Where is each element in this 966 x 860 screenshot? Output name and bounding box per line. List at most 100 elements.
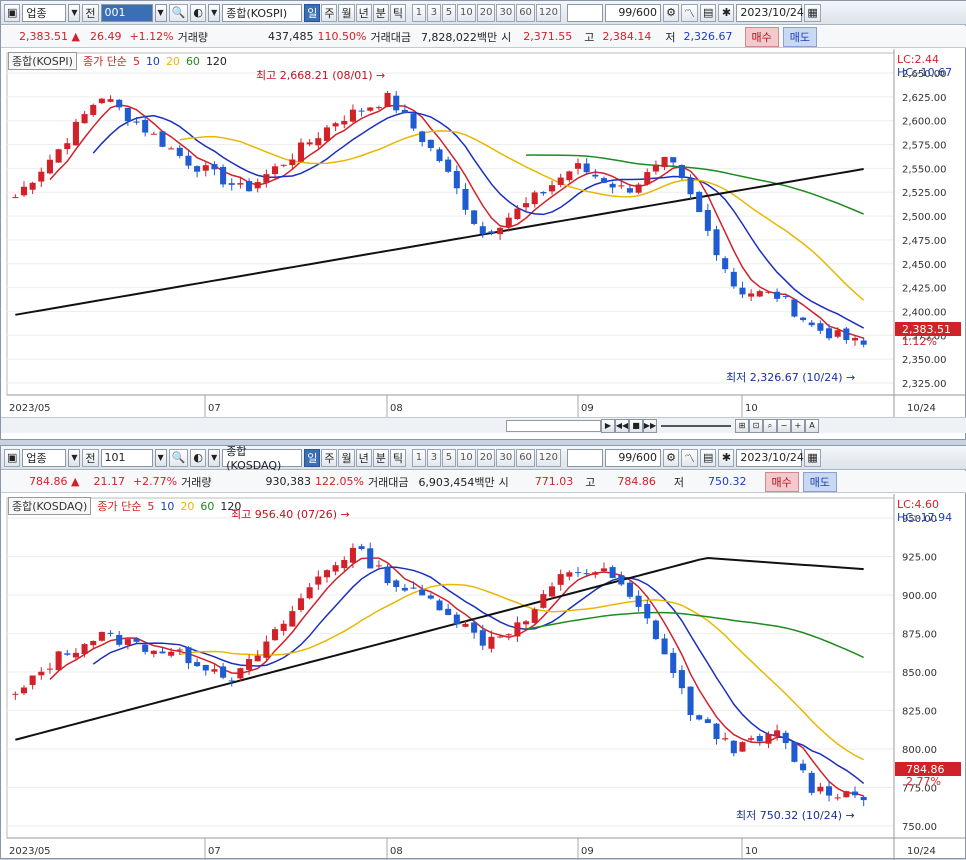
- calendar-icon[interactable]: ▦: [804, 3, 821, 22]
- font-icon[interactable]: A: [805, 418, 819, 433]
- save-icon[interactable]: ▤: [700, 448, 717, 467]
- zoom-slider[interactable]: [661, 424, 731, 427]
- period-tab-4[interactable]: 분: [372, 448, 389, 467]
- period-tab-4[interactable]: 분: [372, 3, 389, 22]
- minute-tab-0[interactable]: 1: [411, 448, 426, 467]
- price-tag-text: 2,383.51: [902, 323, 951, 336]
- minute-tab-1[interactable]: 3: [426, 448, 441, 467]
- period-tab-3[interactable]: 년: [355, 448, 372, 467]
- buy-button[interactable]: 매수: [764, 471, 799, 492]
- chart-type-icon[interactable]: 〽: [681, 448, 699, 467]
- zoom-icon[interactable]: ⌕: [763, 418, 777, 433]
- layout-icon[interactable]: ▣: [4, 448, 21, 467]
- minute-tab-7[interactable]: 120: [535, 448, 562, 467]
- minute-tab-3[interactable]: 10: [456, 448, 476, 467]
- chevron-down-icon[interactable]: ▼: [68, 448, 81, 467]
- minute-tab-7[interactable]: 120: [535, 3, 562, 22]
- search-icon[interactable]: 🔍: [168, 3, 189, 22]
- minute-tab-6[interactable]: 60: [516, 3, 535, 22]
- kospi-scrollbar[interactable]: ▶ ◀◀ ■ ▶▶ ⊞ ⊡ ⌕ − + A: [1, 417, 966, 433]
- jeon-button[interactable]: 전: [82, 3, 99, 22]
- y-tick-label: 2,400.00: [902, 307, 947, 318]
- kospi-candle-chart[interactable]: 2,650.00 2,625.00 2,600.00 2,575.00 2,550.00…: [1, 49, 965, 417]
- buy-button[interactable]: 매수: [744, 26, 779, 47]
- minute-tab-6[interactable]: 60: [516, 448, 535, 467]
- open-label: 시: [498, 475, 509, 489]
- indicator-icon[interactable]: ⚙: [663, 3, 680, 22]
- sound-icon[interactable]: ◐: [190, 3, 207, 22]
- y-tick-label: 775.00: [902, 784, 937, 795]
- layout-icon[interactable]: ▣: [4, 3, 21, 22]
- period-tab-2[interactable]: 월: [338, 448, 355, 467]
- candle-body: [592, 572, 599, 575]
- minute-tab-2[interactable]: 5: [441, 3, 456, 22]
- tool-icon-2[interactable]: ⊡: [749, 418, 763, 433]
- period-tab-1[interactable]: 주: [321, 448, 338, 467]
- extra-select[interactable]: [567, 448, 604, 467]
- candle-body: [583, 163, 590, 173]
- market-type-select[interactable]: 업종: [22, 3, 67, 22]
- ma10-line: [92, 566, 865, 785]
- candle-body: [323, 570, 330, 578]
- period-tab-2[interactable]: 월: [338, 3, 355, 22]
- candle-body: [142, 119, 149, 133]
- search-icon[interactable]: 🔍: [168, 448, 189, 467]
- period-tab-1[interactable]: 주: [321, 3, 338, 22]
- x-tick-label: 09: [581, 846, 594, 857]
- minute-tab-5[interactable]: 30: [496, 448, 516, 467]
- minus-icon[interactable]: −: [777, 418, 791, 433]
- chevron-down-icon[interactable]: ▼: [154, 448, 167, 467]
- save-icon[interactable]: ▤: [700, 3, 717, 22]
- plus-icon[interactable]: +: [791, 418, 805, 433]
- extra-select[interactable]: [567, 3, 604, 22]
- candle-body: [670, 157, 677, 163]
- y-tick-label: 2,450.00: [902, 260, 947, 271]
- chart-type-icon[interactable]: 〽: [681, 3, 699, 22]
- candle-body: [696, 715, 703, 720]
- chevron-down-icon[interactable]: ▼: [208, 3, 221, 22]
- minute-tab-0[interactable]: 1: [411, 3, 426, 22]
- calendar-icon[interactable]: ▦: [804, 448, 821, 467]
- stop-icon[interactable]: ■: [629, 418, 643, 433]
- scroll-track[interactable]: [506, 419, 601, 432]
- kosdaq-candle-chart[interactable]: 950.00 925.00 900.00 875.00 850.00 825.00 800.…: [1, 494, 965, 860]
- date-field[interactable]: 2023/10/24: [736, 3, 804, 22]
- minute-tab-4[interactable]: 20: [476, 3, 496, 22]
- period-tab-0[interactable]: 일: [304, 3, 321, 22]
- rewind-icon[interactable]: ◀◀: [615, 418, 629, 433]
- count-field[interactable]: 99/600: [605, 448, 662, 467]
- code-input[interactable]: 001: [100, 3, 153, 22]
- market-type-select[interactable]: 업종: [22, 448, 67, 467]
- minute-tab-2[interactable]: 5: [441, 448, 456, 467]
- chevron-down-icon[interactable]: ▼: [154, 3, 167, 22]
- code-input[interactable]: 101: [100, 448, 153, 467]
- count-field[interactable]: 99/600: [605, 3, 662, 22]
- minute-tab-3[interactable]: 10: [456, 3, 476, 22]
- chevron-down-icon[interactable]: ▼: [68, 3, 81, 22]
- candle-body: [549, 586, 556, 597]
- forward-icon[interactable]: ▶▶: [643, 418, 657, 433]
- date-field[interactable]: 2023/10/24: [736, 448, 804, 467]
- sell-button[interactable]: 매도: [802, 471, 838, 492]
- period-tab-5[interactable]: 틱: [389, 3, 406, 22]
- jeon-button[interactable]: 전: [82, 448, 99, 467]
- period-tab-5[interactable]: 틱: [389, 448, 406, 467]
- minute-tab-1[interactable]: 3: [426, 3, 441, 22]
- ma60-line: [526, 154, 864, 215]
- sell-button[interactable]: 매도: [782, 26, 817, 47]
- minute-tab-4[interactable]: 20: [476, 448, 496, 467]
- chevron-down-icon[interactable]: ▼: [208, 448, 221, 467]
- settings-icon[interactable]: ✱: [718, 448, 735, 467]
- indicator-icon[interactable]: ⚙: [663, 448, 680, 467]
- period-tab-3[interactable]: 년: [355, 3, 372, 22]
- settings-icon[interactable]: ✱: [718, 3, 735, 22]
- tool-icon[interactable]: ⊞: [735, 418, 749, 433]
- legend-ma120: 120: [205, 54, 227, 68]
- candle-body: [514, 622, 521, 637]
- candle-body: [687, 686, 694, 716]
- minute-tab-5[interactable]: 30: [496, 3, 516, 22]
- sound-icon[interactable]: ◐: [190, 448, 207, 467]
- candle-body: [626, 188, 633, 193]
- period-tab-0[interactable]: 일: [304, 448, 321, 467]
- play-icon[interactable]: ▶: [601, 418, 615, 433]
